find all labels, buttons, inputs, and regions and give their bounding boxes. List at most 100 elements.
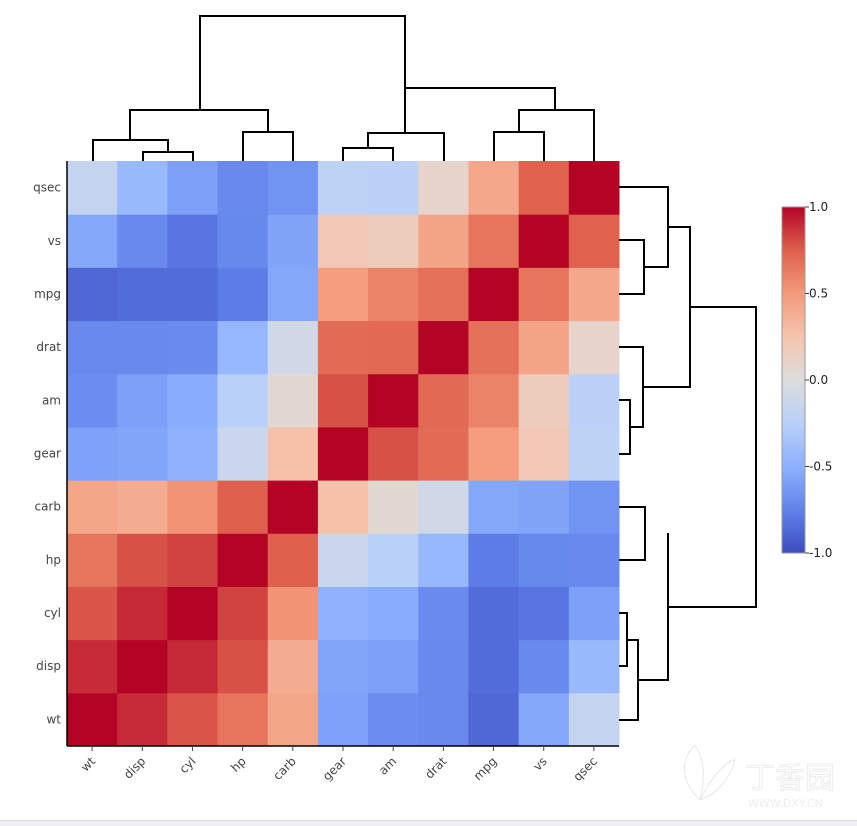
heatmap-cell-am-disp <box>117 373 168 428</box>
heatmap-cell-disp-disp <box>117 639 168 694</box>
heatmap-cell-mpg-disp <box>117 267 168 322</box>
heatmap-cell-drat-disp <box>117 320 168 375</box>
y-tick-label-qsec: qsec <box>33 181 61 195</box>
heatmap-cell-hp-carb <box>267 533 319 587</box>
y-tick-label-mpg: mpg <box>34 287 61 301</box>
heatmap-cell-carb-qsec <box>568 480 620 534</box>
x-tick-label-carb: carb <box>270 754 299 783</box>
heatmap-cell-wt-drat <box>418 692 469 747</box>
heatmap-cell-disp-hp <box>217 639 269 694</box>
heatmap-cell-carb-hp <box>217 480 269 534</box>
colorbar-tick-label: -1.0 <box>809 546 832 560</box>
heatmap-cell-mpg-hp <box>217 267 269 322</box>
heatmap-cell-am-carb <box>267 373 319 428</box>
heatmap-cell-hp-vs <box>518 533 570 587</box>
heatmap-cell-mpg-vs <box>518 267 570 322</box>
x-tick-label-am: am <box>376 754 399 777</box>
heatmap-cell-cyl-cyl <box>167 586 219 641</box>
heatmap-cell-qsec-gear <box>317 161 369 215</box>
heatmap-cell-vs-disp <box>117 214 168 268</box>
heatmap-cell-hp-am <box>368 533 419 587</box>
heatmap-cell-wt-qsec <box>568 692 620 747</box>
heatmap-cell-disp-qsec <box>568 639 620 694</box>
x-tick-label-drat: drat <box>422 754 450 782</box>
heatmap-cell-cyl-am <box>368 586 419 641</box>
y-tick-label-hp: hp <box>46 553 61 567</box>
heatmap-cell-am-gear <box>317 373 369 428</box>
heatmap-cell-disp-vs <box>518 639 570 694</box>
x-tick-label-disp: disp <box>121 754 148 781</box>
heatmap-cell-gear-disp <box>117 426 168 481</box>
heatmap-cell-wt-cyl <box>167 692 219 747</box>
heatmap-cell-qsec-drat <box>418 161 469 215</box>
heatmap-cell-gear-carb <box>267 426 319 481</box>
y-tick-label-cyl: cyl <box>44 606 61 620</box>
heatmap-cell-hp-wt <box>67 533 118 587</box>
heatmap-cell-disp-wt <box>67 639 118 694</box>
heatmap-cell-qsec-qsec <box>568 161 620 215</box>
colorbar-tick-label: 1.0 <box>809 200 828 214</box>
heatmap-cell-qsec-mpg <box>468 161 520 215</box>
watermark-text: 丁香园 <box>745 761 835 796</box>
x-tick-label-gear: gear <box>320 754 349 783</box>
heatmap-cell-carb-vs <box>518 480 570 534</box>
heatmap-cell-drat-vs <box>518 320 570 375</box>
heatmap-cell-mpg-drat <box>418 267 469 322</box>
heatmap-cell-qsec-disp <box>117 161 168 215</box>
x-tick-label-hp: hp <box>228 754 249 775</box>
heatmap-cell-qsec-carb <box>267 161 319 215</box>
heatmap-cell-drat-hp <box>217 320 269 375</box>
heatmap-cell-disp-mpg <box>468 639 520 694</box>
heatmap-cell-am-mpg <box>468 373 520 428</box>
heatmap-cell-hp-qsec <box>568 533 620 587</box>
heatmap-cell-gear-vs <box>518 426 570 481</box>
heatmap-cell-drat-gear <box>317 320 369 375</box>
top-dendrogram <box>92 15 595 161</box>
heatmap-cell-cyl-hp <box>217 586 269 641</box>
heatmap-cell-carb-gear <box>317 480 369 534</box>
watermark-leaf-icon <box>683 744 736 801</box>
heatmap-cell-carb-disp <box>117 480 168 534</box>
heatmap-cell-qsec-wt <box>67 161 118 215</box>
heatmap-cell-cyl-gear <box>317 586 369 641</box>
heatmap-cell-am-am <box>368 373 419 428</box>
heatmap-cell-mpg-carb <box>267 267 319 322</box>
heatmap-cell-drat-cyl <box>167 320 219 375</box>
y-tick-labels: wt disp cyl hp carb gear am drat mpg vs qsec <box>33 181 61 727</box>
heatmap-cell-wt-hp <box>217 692 269 747</box>
heatmap-cell-disp-am <box>368 639 419 694</box>
heatmap-cell-vs-qsec <box>568 214 620 268</box>
x-tick-labels: wt disp cyl hp carb gear am drat mpg vs qsec <box>78 746 600 784</box>
heatmap-cell-qsec-am <box>368 161 419 215</box>
x-tick-label-wt: wt <box>78 754 98 774</box>
heatmap-cell-gear-wt <box>67 426 118 481</box>
heatmap-cell-disp-carb <box>267 639 319 694</box>
heatmap-cell-vs-wt <box>67 214 118 268</box>
x-tick-label-vs: vs <box>531 754 550 773</box>
x-tick-label-cyl: cyl <box>177 754 199 776</box>
heatmap-cell-gear-am <box>368 426 419 481</box>
bottom-border <box>0 820 857 826</box>
heatmap-cell-wt-gear <box>317 692 369 747</box>
heatmap-cell-am-qsec <box>568 373 620 428</box>
heatmap-cell-drat-carb <box>267 320 319 375</box>
heatmap-cells <box>67 161 620 747</box>
heatmap-cell-gear-gear <box>317 426 369 481</box>
heatmap-cell-cyl-vs <box>518 586 570 641</box>
colorbar-tick-label: 0.5 <box>809 287 828 301</box>
heatmap-cell-hp-gear <box>317 533 369 587</box>
heatmap-cell-cyl-mpg <box>468 586 520 641</box>
heatmap-cell-wt-vs <box>518 692 570 747</box>
heatmap-cell-qsec-cyl <box>167 161 219 215</box>
y-tick-label-drat: drat <box>36 340 61 354</box>
heatmap-cell-vs-mpg <box>468 214 520 268</box>
colorbar-ticks: 1.0 0.5 0.0 -0.5 -1.0 <box>805 200 832 560</box>
heatmap-cell-gear-hp <box>217 426 269 481</box>
heatmap-cell-carb-drat <box>418 480 469 534</box>
heatmap-cell-wt-disp <box>117 692 168 747</box>
heatmap-cell-gear-drat <box>418 426 469 481</box>
y-tick-label-vs: vs <box>48 234 61 248</box>
heatmap-cell-qsec-hp <box>217 161 269 215</box>
heatmap-cell-cyl-wt <box>67 586 118 641</box>
